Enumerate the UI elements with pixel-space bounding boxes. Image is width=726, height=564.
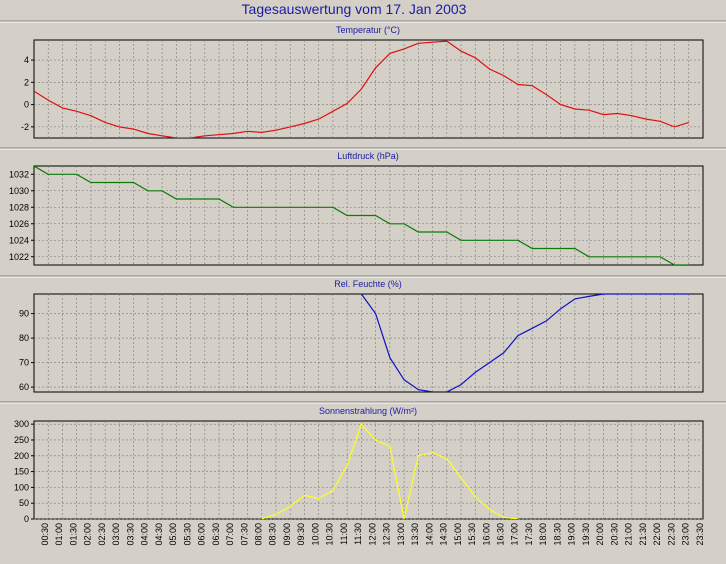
x-tick-label: 08:00 [254,523,264,546]
y-tick-label: 50 [19,498,29,508]
y-tick-label: -2 [21,122,29,132]
x-tick-label: 02:30 [97,523,107,546]
x-tick-label: 07:30 [239,523,249,546]
x-tick-label: 10:00 [310,523,320,546]
x-tick-label: 09:00 [282,523,292,546]
x-tick-label: 17:30 [524,523,534,546]
x-tick-label: 11:00 [339,523,349,545]
temperature-series-line [34,40,689,138]
x-tick-label: 17:00 [510,523,520,546]
x-tick-label: 21:30 [638,523,648,546]
y-tick-label: 100 [14,482,29,492]
temperature-title: Temperatur (°C) [336,25,400,35]
x-tick-label: 12:00 [367,523,377,546]
y-tick-label: 4 [24,55,29,65]
x-tick-label: 10:30 [325,523,335,546]
radiation-panel: Sonnenstrahlung (W/m²) 0 50 100 150 200 250 300 [0,401,726,524]
y-tick-label: 1026 [9,219,29,229]
y-tick-label: 250 [14,435,29,445]
x-tick-label: 16:00 [481,523,491,546]
x-tick-label: 06:00 [197,523,207,546]
x-tick-label: 13:00 [396,523,406,546]
humidity-plot-area [33,293,704,393]
pressure-plot-area [33,165,704,266]
x-tick-label: 09:30 [296,523,306,546]
x-tick-label: 11:30 [353,523,363,545]
y-tick-label: 0 [24,514,29,524]
x-tick-label: 00:30 [40,523,50,546]
y-tick-label: 1024 [9,235,29,245]
x-tick-label: 14:30 [439,523,449,546]
x-tick-label: 19:30 [581,523,591,546]
x-tick-label: 15:30 [467,523,477,546]
y-tick-label: 0 [24,100,29,110]
x-tick-label: 06:30 [211,523,221,546]
y-tick-label: 60 [19,382,29,392]
y-tick-label: 1030 [9,186,29,196]
x-tick-label: 01:30 [69,523,79,546]
x-tick-label: 14:00 [424,523,434,546]
x-tick-label: 08:30 [268,523,278,546]
x-tick-label: 02:00 [83,523,93,546]
y-tick-label: 80 [19,333,29,343]
pressure-title: Luftdruck (hPa) [337,151,399,161]
x-tick-label: 23:00 [681,523,691,546]
x-tick-label: 07:00 [225,523,235,546]
temperature-panel: Temperatur (°C) -2 0 2 4 [0,20,726,139]
y-tick-label: 1028 [9,202,29,212]
x-tick-label: 16:30 [496,523,506,546]
humidity-series-line [360,294,689,392]
y-tick-label: 70 [19,358,29,368]
x-tick-label: 01:00 [54,523,64,546]
humidity-panel: Rel. Feuchte (%) 60 70 80 90 [0,275,726,393]
x-tick-label: 22:30 [666,523,676,546]
radiation-title: Sonnenstrahlung (W/m²) [319,406,417,416]
x-tick-label: 05:30 [182,523,192,546]
x-tick-label: 20:30 [609,523,619,546]
y-tick-label: 1022 [9,252,29,262]
x-tick-label: 20:00 [595,523,605,546]
y-tick-label: 90 [19,309,29,319]
chart-title: Tagesauswertung vom 17. Jan 2003 [242,1,467,17]
y-tick-label: 2 [24,77,29,87]
pressure-series-line [34,166,689,265]
x-tick-label: 19:00 [567,523,577,546]
x-tick-label: 22:00 [652,523,662,546]
x-tick-label: 12:30 [382,523,392,546]
x-tick-label: 13:30 [410,523,420,546]
x-tick-label: 18:00 [538,523,548,546]
y-tick-label: 300 [14,419,29,429]
x-tick-label: 21:00 [624,523,634,546]
x-tick-label: 03:00 [111,523,121,546]
x-tick-label: 23:30 [695,523,705,546]
x-tick-label: 18:30 [552,523,562,546]
radiation-plot-area [33,420,704,520]
x-tick-label: 15:00 [453,523,463,546]
x-tick-label: 03:30 [125,523,135,546]
x-tick-label: 04:30 [154,523,164,546]
y-tick-label: 1032 [9,169,29,179]
pressure-panel: Luftdruck (hPa) 1022 1024 1026 1028 1030 1032 [0,147,726,266]
temperature-plot-area [33,39,704,139]
x-tick-label: 05:00 [168,523,178,546]
x-tick-label: 04:00 [140,523,150,546]
humidity-title: Rel. Feuchte (%) [334,279,402,289]
y-tick-label: 200 [14,451,29,461]
y-tick-label: 150 [14,467,29,477]
radiation-series-line [261,423,519,519]
